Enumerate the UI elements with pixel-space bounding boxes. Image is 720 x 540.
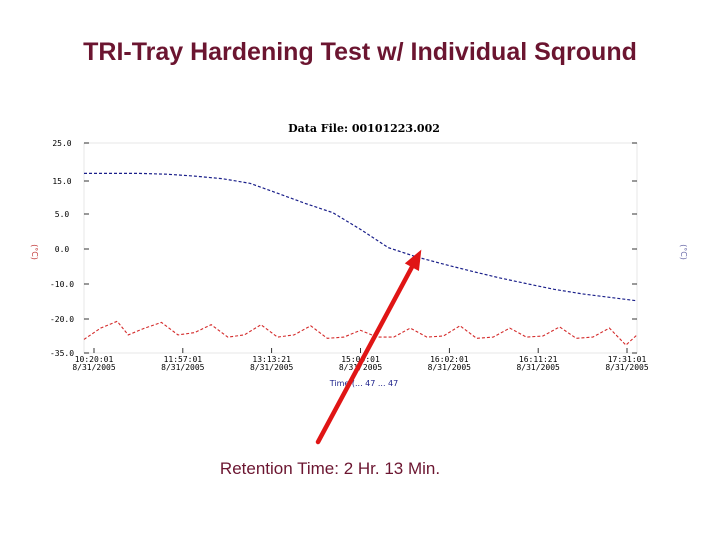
slide-title: TRI-Tray Hardening Test w/ Individual Sq… (83, 38, 637, 66)
x-axis-label: Time (... 47 ... 47 (329, 379, 399, 388)
x-tick-time-label: 16:02:01 (430, 355, 469, 364)
x-tick-time-label: 16:11:21 (519, 355, 558, 364)
x-tick-date-label: 8/31/2005 (72, 363, 116, 372)
x-tick-date-label: 8/31/2005 (428, 363, 472, 372)
x-tick-time-label: 13:13:21 (252, 355, 291, 364)
y-tick-label: 25.0 (52, 139, 71, 148)
series-layer (83, 172, 638, 346)
arrow-shaft (315, 264, 415, 445)
retention-time-caption: Retention Time: 2 Hr. 13 Min. (219, 459, 441, 478)
x-tick-time-label: 10:20:01 (75, 355, 114, 364)
x-tick-date-label: 8/31/2005 (339, 363, 383, 372)
x-tick-date-label: 8/31/2005 (161, 363, 205, 372)
chart-title: Data File: 00101223.002 (288, 122, 440, 135)
series-line-lower (83, 320, 638, 346)
x-tick-date-label: 8/31/2005 (605, 363, 649, 372)
series-line-upper (84, 172, 638, 302)
y-tick-label: 5.0 (55, 210, 70, 219)
y-tick-label: -35.0 (50, 349, 74, 358)
y-tick-label: 0.0 (55, 245, 70, 254)
x-tick-date-label: 8/31/2005 (516, 363, 560, 372)
y-tick-label: 15.0 (52, 177, 71, 186)
x-tick-time-label: 11:57:01 (164, 355, 203, 364)
annotation-arrow (315, 249, 422, 445)
y-axis-right-label: (°C) (679, 244, 688, 260)
x-tick-time-label: 17:31:01 (608, 355, 647, 364)
x-tick-date-label: 8/31/2005 (250, 363, 294, 372)
y-tick-label: -20.0 (50, 315, 74, 324)
arrow-head (404, 249, 422, 272)
y-axis-left-label: (°C) (30, 244, 39, 260)
y-tick-label: -10.0 (50, 280, 74, 289)
